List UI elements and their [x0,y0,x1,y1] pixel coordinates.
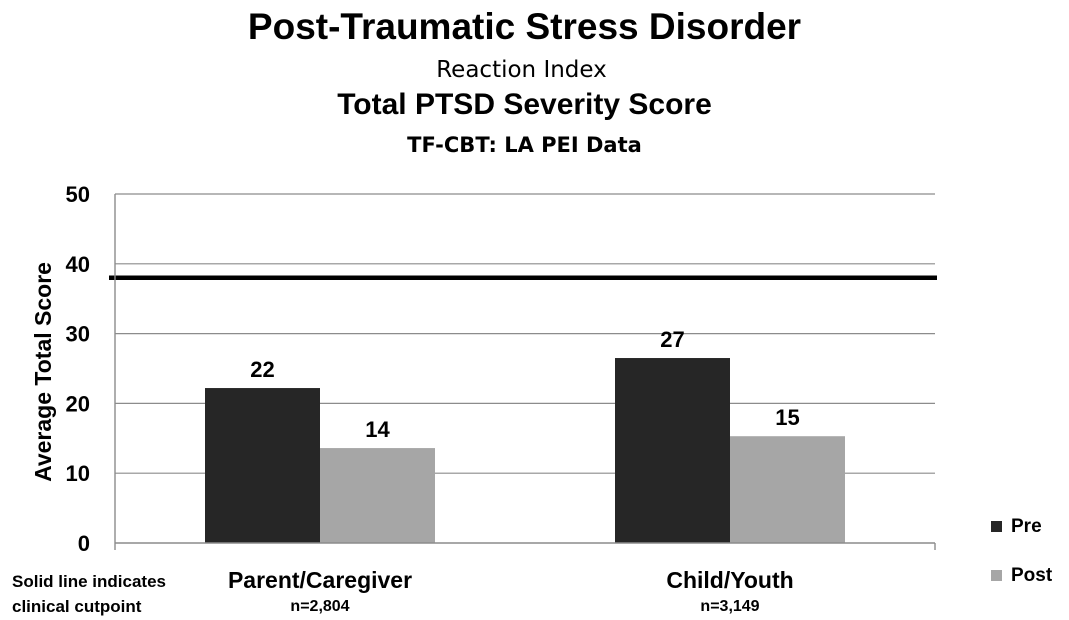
data-label-pre-2: 27 [660,327,684,352]
chart-subtitle-data-source: TF-CBT: LA PEI Data [407,133,642,157]
data-label-post-2: 15 [775,405,799,430]
bar-pre-2 [615,358,730,543]
legend-label-post: Post [1011,565,1053,586]
y-tick-label-20: 20 [66,391,90,416]
x-category-label-1: Parent/Caregiver [228,567,412,593]
y-tick-label-30: 30 [66,322,90,347]
cutpoint-note-line-1: Solid line indicates [12,572,166,591]
chart-title: Post-Traumatic Stress Disorder [247,6,802,47]
legend-swatch-post [991,570,1002,581]
cutpoint-note-line-2: clinical cutpoint [12,597,142,616]
chart-subtitle-reaction-index: Reaction Index [436,57,607,83]
bar-post-2 [730,436,845,543]
y-axis-title: Average Total Score [30,262,56,482]
y-tick-label-10: 10 [66,461,90,486]
bar-post-1 [320,448,435,543]
legend-label-pre: Pre [1011,516,1042,537]
x-category-note-2: n=3,149 [700,598,759,615]
data-label-post-1: 14 [365,417,390,442]
y-tick-label-50: 50 [66,182,90,207]
chart-subtitle-severity-score: Total PTSD Severity Score [337,88,712,121]
bar-pre-1 [205,388,320,543]
y-tick-label-40: 40 [66,252,90,277]
legend-swatch-pre [991,521,1002,532]
data-label-pre-1: 22 [250,357,274,382]
x-category-note-1: n=2,804 [290,598,349,615]
x-category-label-2: Child/Youth [666,567,793,593]
y-tick-label-0: 0 [78,531,90,556]
